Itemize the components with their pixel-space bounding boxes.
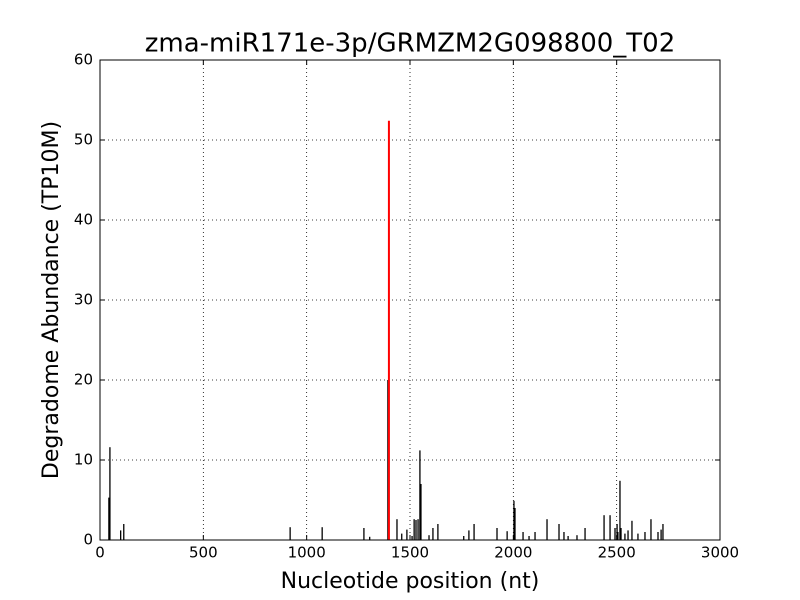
x-tick-label: 0	[95, 544, 105, 562]
plot-frame	[99, 59, 721, 541]
y-tick-label: 10	[74, 451, 93, 469]
y-axis-label: Degradome Abundance (TP10M)	[39, 121, 64, 479]
x-tick-label: 2500	[598, 544, 636, 562]
y-tick-label: 30	[74, 291, 93, 309]
x-tick-label: 1500	[391, 544, 429, 562]
y-tick-label: 50	[74, 131, 93, 149]
x-axis-label: Nucleotide position (nt)	[281, 569, 540, 594]
y-tick-label: 20	[74, 371, 93, 389]
y-tick-label: 60	[74, 51, 93, 69]
x-tick-label: 2000	[494, 544, 532, 562]
x-tick-label: 1000	[288, 544, 326, 562]
x-tick-label: 3000	[701, 544, 739, 562]
y-tick-label: 0	[83, 531, 93, 549]
x-tick-label: 500	[189, 544, 218, 562]
y-tick-label: 40	[74, 211, 93, 229]
chart-title: zma-miR171e-3p/GRMZM2G098800_T02	[145, 29, 676, 59]
